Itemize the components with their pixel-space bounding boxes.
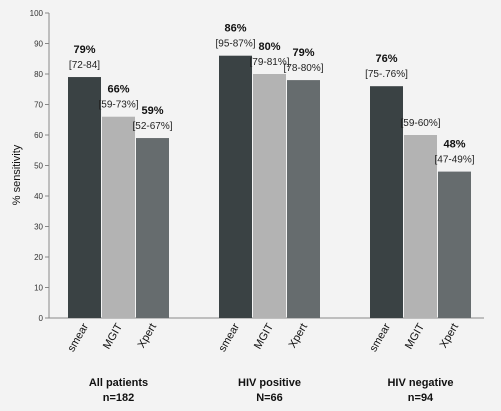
category-label-MGIT: MGIT (101, 321, 125, 351)
bar-value-label: 76% (375, 53, 397, 65)
y-tick-label: 0 (39, 314, 44, 323)
y-tick-label: 70 (34, 101, 43, 110)
bar-MGIT (102, 116, 135, 318)
bar-ci-label: [95-87%] (215, 39, 255, 50)
group-subtitle: n=94 (408, 392, 434, 404)
y-tick-label: 80 (34, 70, 43, 79)
bar-ci-label: [78-80%] (283, 63, 323, 74)
category-label-smear: smear (65, 321, 91, 354)
bar-Xpert (438, 171, 471, 318)
group-subtitle: n=182 (103, 392, 135, 404)
category-label-MGIT: MGIT (403, 321, 427, 351)
category-label-smear: smear (216, 321, 242, 354)
bar-ci-label: [75-.76%] (365, 69, 408, 80)
category-label-Xpert: Xpert (438, 322, 462, 351)
y-tick-label: 20 (34, 253, 43, 262)
group-title: All patients (89, 377, 148, 389)
y-tick-label: 100 (30, 9, 44, 18)
bar-smear (68, 77, 101, 318)
bar-ci-label: [72-84] (69, 60, 100, 71)
category-labels: smear MGIT Xpert smear MGIT Xpert smear MGIT Xpe… (65, 321, 461, 354)
bar-Xpert (287, 80, 320, 318)
bar-value-label: 80% (258, 41, 280, 53)
group-title: HIV negative (387, 377, 453, 389)
bar-value-label: 79% (292, 47, 314, 59)
bar-value-label: 79% (73, 44, 95, 56)
bar-ci-label: [59-60%] (400, 118, 440, 129)
bars (68, 55, 471, 318)
category-label-MGIT: MGIT (252, 321, 276, 351)
y-tick-label: 60 (34, 131, 43, 140)
bar-value-label: 48% (443, 139, 465, 151)
bar-ci-label: [47-49%] (434, 155, 474, 166)
bar-ci-label: [59-73%] (98, 100, 138, 111)
category-label-Xpert: Xpert (136, 322, 160, 351)
y-tick-label: 10 (34, 284, 43, 293)
bar-MGIT (253, 74, 286, 318)
category-label-Xpert: Xpert (287, 322, 311, 351)
bar-MGIT (404, 135, 437, 318)
bar-ci-label: [52-67%] (132, 121, 172, 132)
bar-ci-label: [79-81%] (249, 57, 289, 68)
group-subtitle: N=66 (256, 392, 283, 404)
bar-smear (370, 86, 403, 318)
bar-value-label: 66% (107, 84, 129, 96)
y-tick-label: 90 (34, 40, 43, 49)
bar-value-label: 59% (141, 105, 163, 117)
group-title: HIV positive (238, 377, 301, 389)
category-label-smear: smear (367, 321, 393, 354)
y-tick-label: 50 (34, 162, 43, 171)
group-labels: All patients n=182 HIV positive N=66 HIV neg… (89, 377, 454, 404)
y-axis-label: % sensitivity (11, 144, 23, 205)
bar-value-label: 86% (224, 23, 246, 35)
bar-smear (219, 55, 252, 318)
bar-labels: 79% [72-84] 66% [59-73%] 59% [52-67%] 86% [95-8… (69, 23, 475, 166)
y-tick-label: 40 (34, 192, 43, 201)
y-tick-label: 30 (34, 223, 43, 232)
bar-Xpert (136, 138, 169, 318)
